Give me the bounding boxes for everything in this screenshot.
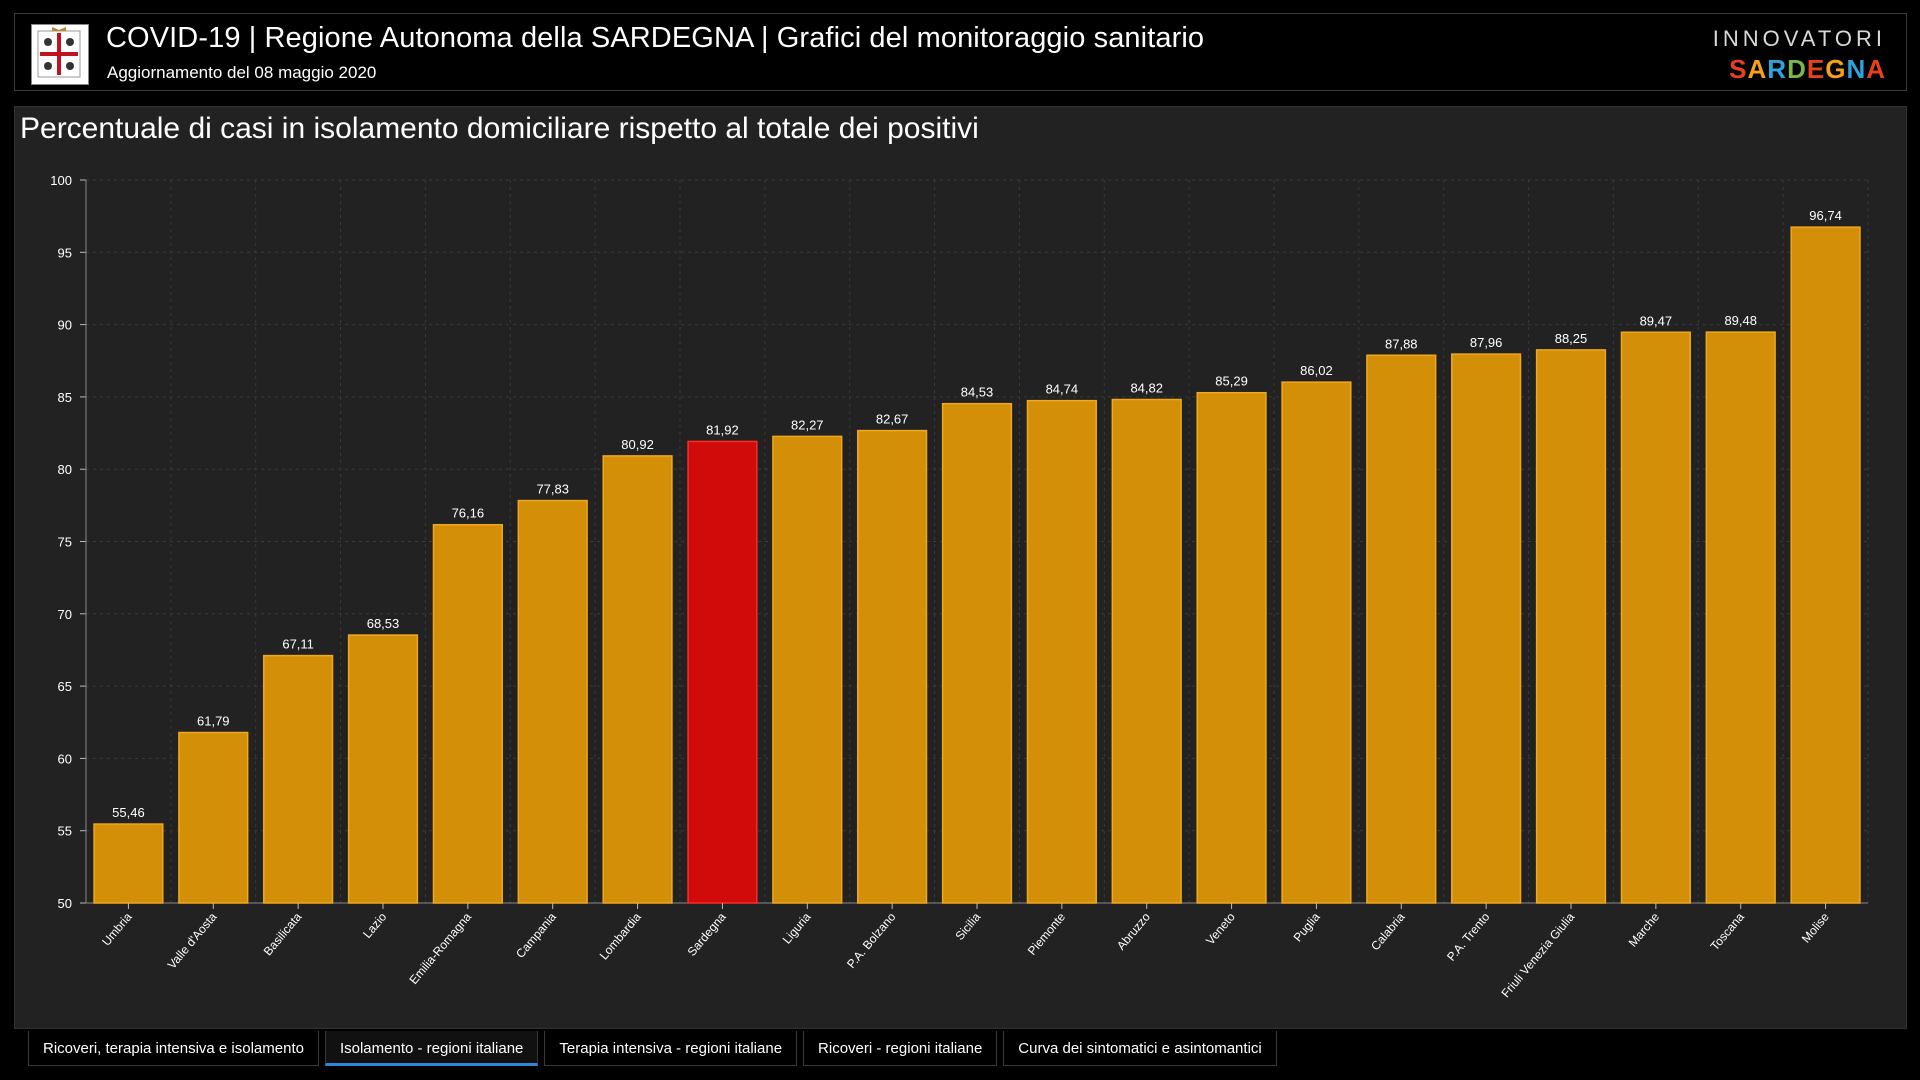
bar <box>1620 331 1691 904</box>
x-tick-label: Friuli Venezia Giulia <box>1498 910 1577 1000</box>
data-label: 67,11 <box>282 637 314 652</box>
x-tick-label: Sardegna <box>685 910 729 959</box>
data-label: 84,74 <box>1046 382 1079 397</box>
x-tick-label: Campania <box>513 910 559 961</box>
y-tick-label: 65 <box>58 679 72 694</box>
x-tick-label: Valle d'Aosta <box>165 910 220 972</box>
brand-letter: D <box>1787 54 1807 84</box>
bar <box>687 440 758 904</box>
data-label: 89,47 <box>1640 313 1673 328</box>
bar <box>772 435 843 904</box>
x-tick-label: P.A. Bolzano <box>844 910 899 971</box>
isolation-bar-chart: 50 55 60 65 70 75 80 85 90 95 100 55,46 Umbria 61,79 V… <box>50 173 1869 1000</box>
data-label: 77,83 <box>536 482 569 497</box>
brand-letter: G <box>1825 54 1847 84</box>
brand-letter: E <box>1806 54 1826 84</box>
x-tick-label: Molise <box>1799 910 1832 946</box>
y-tick-label: 60 <box>58 751 72 766</box>
bar <box>857 429 928 904</box>
data-label: 61,79 <box>197 714 230 729</box>
bar <box>1705 331 1776 904</box>
tab-4[interactable]: Ricoveri - regioni italiane <box>803 1031 998 1066</box>
data-label: 81,92 <box>706 422 739 437</box>
x-tick-label: Veneto <box>1203 910 1238 948</box>
x-tick-label: Lombardia <box>597 910 644 963</box>
y-tick-label: 80 <box>58 462 72 477</box>
brand-top-text: INNOVATORI <box>1712 26 1886 51</box>
data-label: 82,67 <box>876 412 909 427</box>
brand-letter: A <box>1747 54 1768 84</box>
x-tick-label: Puglia <box>1291 910 1323 945</box>
x-tick-label: Sicilia <box>952 910 983 943</box>
y-tick-label: 70 <box>58 607 72 622</box>
bar <box>347 634 419 904</box>
bar <box>602 455 673 904</box>
page-title: COVID-19 | Regione Autonoma della SARDEG… <box>106 22 1205 54</box>
bar <box>1111 398 1182 904</box>
bar <box>1535 349 1607 904</box>
data-label: 80,92 <box>621 437 654 452</box>
data-label: 87,96 <box>1470 335 1503 350</box>
brand-bottom-text: SARDEGNA <box>1713 54 1886 85</box>
bar <box>1451 353 1522 904</box>
x-tick-label: Piemonte <box>1025 910 1069 958</box>
bar <box>178 731 249 904</box>
bar <box>93 823 164 904</box>
bar <box>432 523 503 904</box>
bar <box>1790 226 1861 904</box>
tab-2[interactable]: Isolamento - regioni italiane <box>324 1031 539 1066</box>
brand-letter: A <box>1866 54 1886 84</box>
tab-5[interactable]: Curva dei sintomatici e asintomantici <box>1003 1031 1277 1066</box>
app-header: COVID-19 | Regione Autonoma della SARDEG… <box>14 13 1907 91</box>
y-tick-label: 50 <box>58 896 72 911</box>
data-label: 89,48 <box>1724 313 1757 328</box>
data-label: 85,29 <box>1215 374 1248 389</box>
data-label: 68,53 <box>367 616 400 631</box>
x-tick-label: Liguria <box>780 910 814 947</box>
data-label: 84,53 <box>961 385 994 400</box>
innovatori-sardegna-logo: INNOVATORI SARDEGNA <box>1713 26 1886 85</box>
x-tick-label: Lazio <box>360 910 389 941</box>
x-tick-label: Basilicata <box>261 910 305 959</box>
y-tick-label: 90 <box>58 318 72 333</box>
bar <box>1196 391 1267 904</box>
tab-1[interactable]: Ricoveri, terapia intensiva e isolamento <box>28 1031 319 1066</box>
data-label: 96,74 <box>1809 208 1842 223</box>
tab-3[interactable]: Terapia intensiva - regioni italiane <box>544 1031 798 1066</box>
x-tick-label: Abruzzo <box>1114 910 1153 953</box>
data-label: 55,46 <box>112 805 145 820</box>
bar <box>517 499 588 904</box>
brand-letter: S <box>1729 54 1748 84</box>
y-tick-label: 75 <box>58 535 72 550</box>
x-tick-label: Toscana <box>1708 910 1748 953</box>
x-tick-label: P.A. Trento <box>1444 910 1493 964</box>
sardinia-coat-of-arms-icon <box>31 24 89 85</box>
data-label: 88,25 <box>1555 331 1588 346</box>
brand-letter: R <box>1767 54 1788 84</box>
data-label: 86,02 <box>1300 363 1333 378</box>
x-tick-label: Marche <box>1626 910 1663 950</box>
data-label: 82,27 <box>791 417 824 432</box>
chart-title: Percentuale di casi in isolamento domici… <box>20 112 979 145</box>
data-label: 87,88 <box>1385 336 1418 351</box>
update-date: Aggiornamento del 08 maggio 2020 <box>107 63 377 82</box>
x-tick-label: Emilia-Romagna <box>406 910 474 987</box>
y-tick-label: 85 <box>58 390 72 405</box>
data-label: 76,16 <box>452 506 485 521</box>
y-tick-label: 55 <box>58 824 72 839</box>
bar <box>1281 381 1352 904</box>
bar <box>263 654 334 904</box>
brand-letter: N <box>1846 54 1867 84</box>
bar <box>1366 354 1437 904</box>
bar <box>941 402 1013 904</box>
y-tick-label: 95 <box>58 245 72 260</box>
x-tick-label: Umbria <box>99 910 135 949</box>
bar <box>1026 399 1097 904</box>
data-label: 84,82 <box>1130 381 1163 396</box>
y-tick-label: 100 <box>50 173 72 188</box>
tab-bar: Ricoveri, terapia intensiva e isolamento… <box>28 1031 1277 1066</box>
x-tick-label: Calabria <box>1368 910 1408 953</box>
